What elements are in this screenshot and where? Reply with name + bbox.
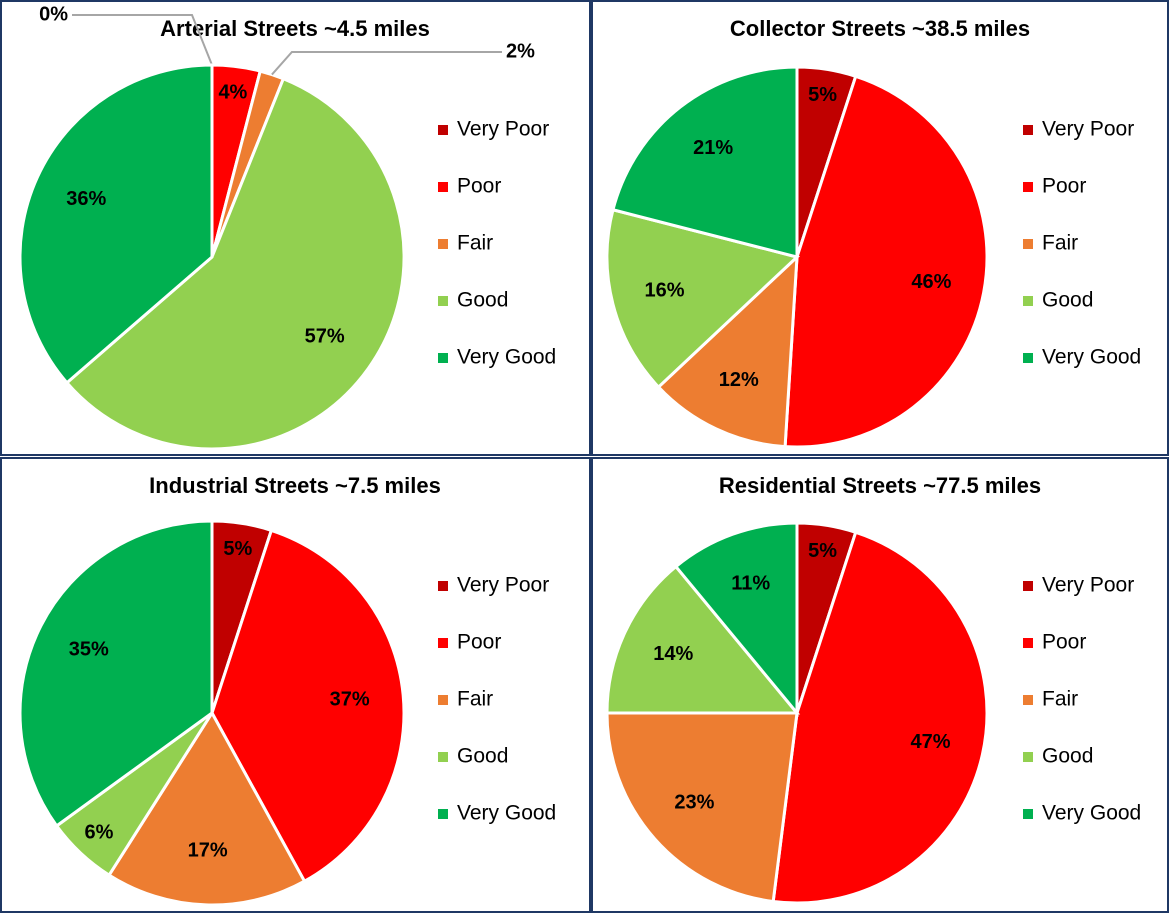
legend-swatch <box>438 752 448 762</box>
legend-swatch <box>438 239 448 249</box>
legend-label: Very Good <box>1042 802 1141 825</box>
data-label: 57% <box>305 325 345 347</box>
data-label: 0% <box>39 3 68 25</box>
data-label: 37% <box>330 688 370 710</box>
legend-swatch <box>1023 581 1033 591</box>
legend-swatch <box>438 809 448 819</box>
data-label: 35% <box>69 639 109 661</box>
legend-label: Very Poor <box>457 574 549 597</box>
pie-slice <box>64 76 406 451</box>
legend-swatch <box>1023 809 1033 819</box>
data-label: 5% <box>808 84 837 106</box>
pie-slice <box>656 253 799 449</box>
data-label: 12% <box>719 369 759 391</box>
legend-label: Poor <box>457 175 501 198</box>
pie-slice <box>605 564 801 715</box>
legend-swatch <box>438 638 448 648</box>
pie-slice <box>611 65 799 259</box>
pie-slice <box>783 74 989 449</box>
legend-label: Very Good <box>457 346 556 369</box>
data-label: 47% <box>910 731 950 753</box>
legend-swatch <box>1023 296 1033 306</box>
data-label: 17% <box>188 839 228 861</box>
legend-swatch <box>1023 239 1033 249</box>
chart-title: Arterial Streets ~4.5 miles <box>160 16 430 41</box>
legend-swatch <box>438 695 448 705</box>
chart-title: Residential Streets ~77.5 miles <box>719 473 1041 498</box>
pie-slice <box>210 528 406 884</box>
legend-swatch <box>1023 353 1033 363</box>
legend-swatch <box>1023 182 1033 192</box>
data-label: 4% <box>218 81 247 103</box>
data-label: 5% <box>223 538 252 560</box>
chart-title: Industrial Streets ~7.5 miles <box>149 473 441 498</box>
data-label: 46% <box>911 271 951 293</box>
legend-label: Fair <box>1042 688 1078 711</box>
data-label: 16% <box>644 279 684 301</box>
legend-label: Very Poor <box>457 118 549 141</box>
panel-border <box>0 457 591 913</box>
panel-border <box>591 457 1169 913</box>
panel-border <box>0 0 591 456</box>
legend-label: Poor <box>1042 631 1086 654</box>
leader-line <box>72 14 213 66</box>
data-label: 36% <box>66 188 106 210</box>
chart-title: Collector Streets ~38.5 miles <box>730 16 1030 41</box>
data-label: 11% <box>731 573 770 595</box>
pie-slice <box>18 63 214 385</box>
legend-label: Poor <box>457 631 501 654</box>
legend-label: Good <box>457 289 508 312</box>
data-label: 5% <box>808 540 837 562</box>
legend-swatch <box>438 125 448 135</box>
data-label: 23% <box>674 792 714 814</box>
legend-swatch <box>438 182 448 192</box>
legend-label: Very Good <box>457 802 556 825</box>
legend-label: Good <box>1042 289 1093 312</box>
legend-swatch <box>438 581 448 591</box>
legend-swatch <box>1023 125 1033 135</box>
legend-swatch <box>1023 695 1033 705</box>
legend-label: Good <box>457 745 508 768</box>
legend-swatch <box>438 296 448 306</box>
data-label: 2% <box>506 40 535 62</box>
legend-swatch <box>438 353 448 363</box>
legend-swatch <box>1023 752 1033 762</box>
pie-slice <box>605 207 801 390</box>
data-label: 14% <box>653 643 693 665</box>
legend-label: Good <box>1042 745 1093 768</box>
legend-label: Very Poor <box>1042 574 1134 597</box>
legend-label: Fair <box>1042 232 1078 255</box>
legend-label: Very Good <box>1042 346 1141 369</box>
pie-slice <box>107 710 307 907</box>
legend-label: Very Poor <box>1042 118 1134 141</box>
data-label: 6% <box>85 822 114 844</box>
data-label: 21% <box>693 137 733 159</box>
pie-slice <box>18 519 214 828</box>
pie-slice <box>605 711 799 904</box>
panel-border <box>591 0 1169 456</box>
legend-swatch <box>1023 638 1033 648</box>
legend-label: Fair <box>457 232 493 255</box>
pie-slice <box>673 521 799 718</box>
leader-line <box>271 51 502 76</box>
legend-label: Poor <box>1042 175 1086 198</box>
pie-slice <box>771 530 989 905</box>
legend-label: Fair <box>457 688 493 711</box>
